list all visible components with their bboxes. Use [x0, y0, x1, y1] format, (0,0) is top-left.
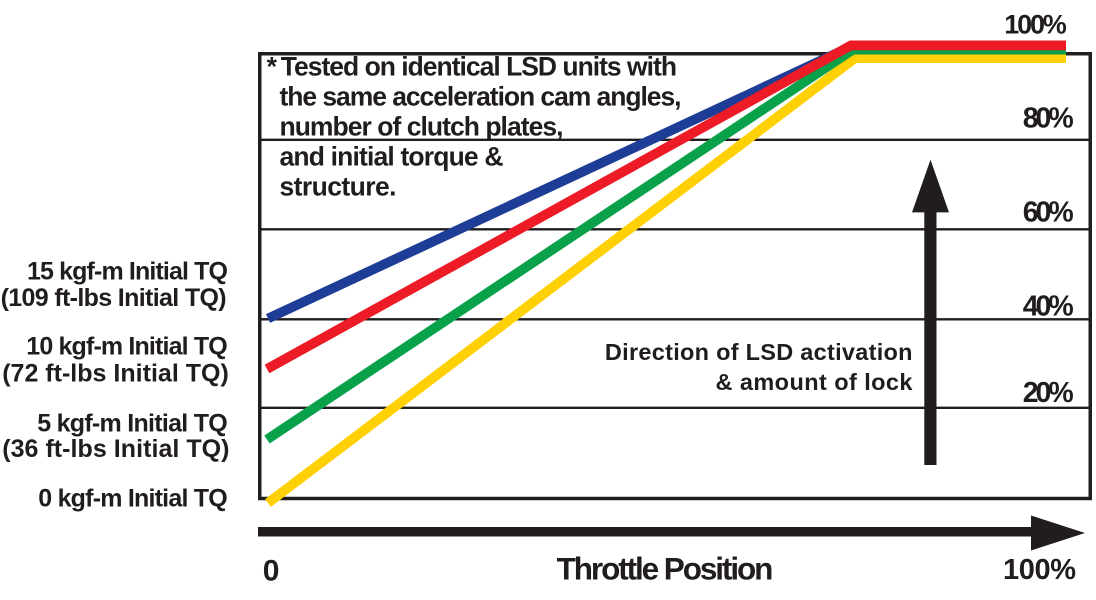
- svg-text:15 kgf-m Initial TQ: 15 kgf-m Initial TQ: [27, 257, 228, 285]
- svg-text:& amount of lock: & amount of lock: [716, 369, 914, 395]
- svg-text:80%: 80%: [1023, 103, 1074, 135]
- svg-text:(109 ft-lbs Initial TQ): (109 ft-lbs Initial TQ): [1, 284, 227, 312]
- svg-text:40%: 40%: [1023, 290, 1074, 322]
- svg-text:structure.: structure.: [280, 172, 397, 202]
- svg-text:Tested on identical LSD units: Tested on identical LSD units with: [281, 52, 677, 82]
- svg-text:Direction of LSD activation: Direction of LSD activation: [605, 339, 913, 365]
- svg-text:(36 ft-lbs Initial TQ): (36 ft-lbs Initial TQ): [2, 435, 229, 463]
- svg-text:number of clutch plates,: number of clutch plates,: [280, 112, 564, 142]
- svg-text:*: *: [267, 52, 278, 82]
- svg-text:100%: 100%: [1003, 554, 1076, 586]
- svg-text:5 kgf-m Initial TQ: 5 kgf-m Initial TQ: [37, 409, 228, 437]
- svg-text:(72 ft-lbs Initial TQ): (72 ft-lbs Initial TQ): [2, 360, 229, 388]
- svg-text:0: 0: [263, 555, 280, 588]
- svg-text:100%: 100%: [1004, 9, 1067, 39]
- svg-text:60%: 60%: [1023, 197, 1074, 229]
- svg-text:10 kgf-m Initial TQ: 10 kgf-m Initial TQ: [26, 333, 227, 361]
- svg-text:0 kgf-m Initial TQ: 0 kgf-m Initial TQ: [38, 484, 227, 512]
- svg-text:Throttle Position: Throttle Position: [557, 551, 774, 587]
- svg-text:and initial torque &: and initial torque &: [280, 142, 504, 172]
- svg-text:the same acceleration cam angl: the same acceleration cam angles,: [280, 82, 682, 112]
- svg-text:20%: 20%: [1023, 377, 1074, 409]
